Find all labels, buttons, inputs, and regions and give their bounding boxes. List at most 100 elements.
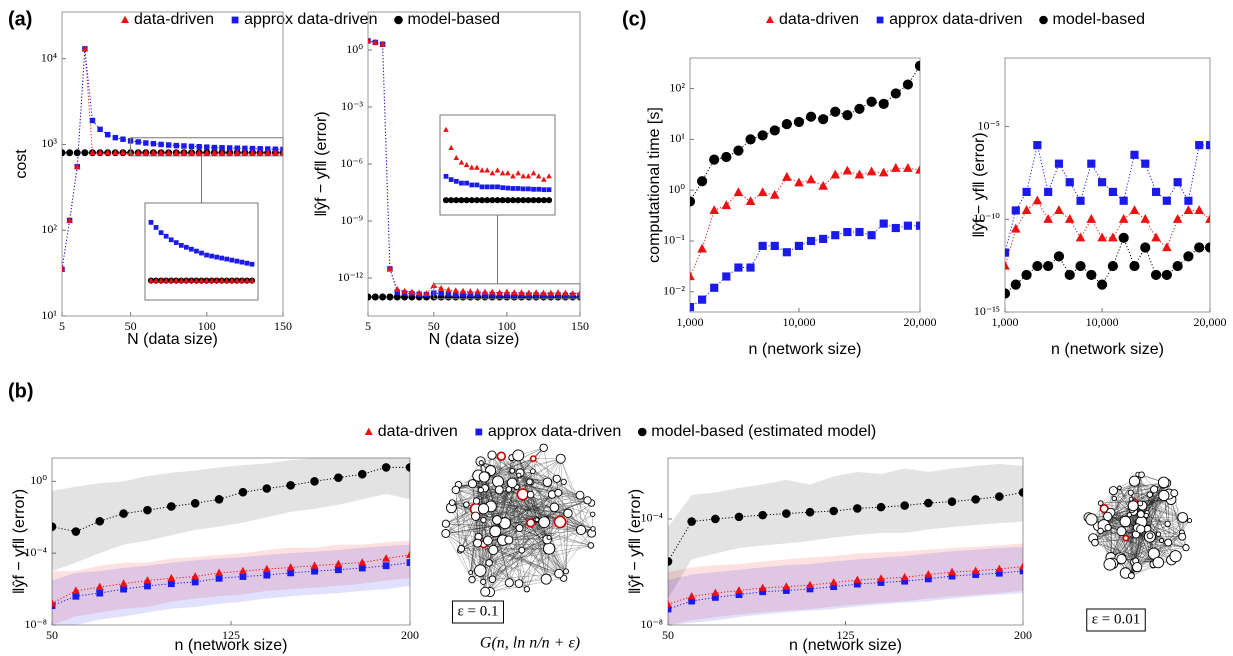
square-marker <box>1044 187 1053 196</box>
network-node <box>554 488 563 497</box>
network-edge <box>455 481 499 491</box>
triangle-marker <box>386 265 394 272</box>
circle-marker <box>668 557 673 566</box>
triangle-marker <box>458 159 465 165</box>
square-marker <box>287 569 295 577</box>
triangle-marker <box>211 149 218 156</box>
square-marker <box>1011 206 1020 215</box>
square-marker <box>794 241 804 250</box>
network-node <box>1103 511 1113 521</box>
network-node <box>474 564 487 577</box>
square-marker <box>734 263 743 272</box>
network-node <box>1158 489 1170 502</box>
network-edge <box>1145 484 1164 516</box>
triangle-marker <box>96 149 104 156</box>
circle-marker <box>818 114 829 125</box>
square-marker <box>505 185 511 191</box>
square-marker <box>453 178 459 184</box>
square-marker <box>526 186 531 192</box>
circle-marker <box>73 149 81 157</box>
triangle-marker <box>229 277 235 283</box>
triangle-marker <box>153 277 159 283</box>
triangle-marker <box>866 166 877 176</box>
network-edge <box>470 521 561 573</box>
network-edge <box>475 509 486 592</box>
triangle-marker <box>408 288 416 295</box>
triangle-marker <box>173 277 180 283</box>
triangle-marker <box>452 287 459 294</box>
square-marker <box>518 292 525 298</box>
network-edge <box>492 522 531 580</box>
network-edge <box>484 476 528 590</box>
network-edge <box>547 482 582 531</box>
y-tick-label: 10⁻¹ <box>663 233 685 247</box>
y-tick-label: 10⁻¹⁵ <box>974 304 1000 318</box>
circle-marker <box>1150 269 1162 281</box>
plot-area <box>62 45 283 273</box>
network-edge <box>480 489 592 534</box>
triangle-marker <box>1005 260 1010 270</box>
circle-marker <box>489 197 496 204</box>
triangle-marker <box>165 149 172 156</box>
network-node <box>448 499 456 507</box>
annotation: G(n, ln n/n + ε) <box>480 635 580 652</box>
network-node <box>1177 512 1188 523</box>
triangle-marker <box>256 149 264 156</box>
network-edge <box>531 481 592 534</box>
triangle-marker <box>372 38 379 45</box>
triangle-marker <box>903 162 913 172</box>
network-node <box>516 488 529 501</box>
circle-marker <box>368 293 372 301</box>
square-marker <box>382 562 390 570</box>
triangle-marker <box>89 149 96 156</box>
network-node <box>514 579 524 588</box>
network-edge <box>478 536 564 579</box>
circle-marker <box>1129 260 1140 272</box>
circle-marker <box>214 495 224 504</box>
square-marker <box>806 585 814 593</box>
network-edge <box>1097 526 1136 570</box>
network-node <box>1116 526 1127 537</box>
network-edge <box>485 502 592 592</box>
network-edge <box>511 482 520 584</box>
triangle-marker <box>234 277 240 283</box>
circle-marker <box>494 197 501 204</box>
network-edge <box>480 461 581 496</box>
circle-marker <box>1086 269 1097 281</box>
triangle-marker <box>554 289 562 296</box>
triangle-marker <box>95 582 104 591</box>
triangle-marker <box>241 149 249 156</box>
square-marker <box>1019 567 1023 575</box>
network-edge <box>1094 502 1135 543</box>
triangle-marker <box>213 277 220 283</box>
network-edge <box>489 521 561 564</box>
network-edge <box>1103 525 1154 566</box>
circle-marker <box>995 492 1004 501</box>
series-line <box>52 554 410 604</box>
network-edge <box>483 508 550 538</box>
square-marker <box>469 182 475 188</box>
circle-marker <box>545 197 553 204</box>
square-marker <box>541 187 547 193</box>
x-tick-label: 200 <box>1014 628 1032 642</box>
triangle-marker <box>1032 195 1043 205</box>
network-edge <box>478 475 498 521</box>
square-marker <box>196 144 202 150</box>
network-node <box>1117 485 1122 491</box>
y-tick-label: 10⁻² <box>663 284 685 298</box>
square-marker <box>204 144 210 150</box>
triangle-marker <box>264 149 271 156</box>
network-edge <box>508 537 550 541</box>
triangle-marker <box>74 163 81 170</box>
square-marker <box>443 173 449 179</box>
network-edge <box>480 461 509 490</box>
legend-label: approx data-driven <box>488 423 621 440</box>
triangle-marker <box>150 149 157 156</box>
y-tick-label: 10⁻⁵ <box>977 118 1000 132</box>
network-node <box>1116 553 1127 565</box>
network-edge <box>1158 520 1190 563</box>
network-edge <box>489 519 538 593</box>
network-edge <box>1153 520 1190 554</box>
network-edge <box>518 474 548 483</box>
